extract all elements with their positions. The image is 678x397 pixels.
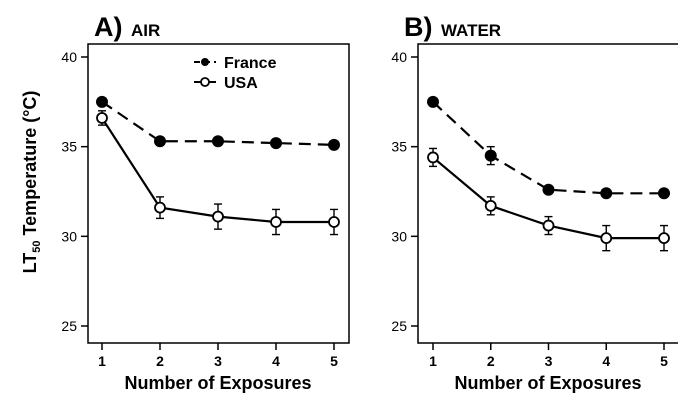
panel-a-y-tick-label: 35 [61,139,77,155]
legend-item-usa: USA [194,75,258,92]
panel-a-x-tick-label: 3 [214,353,222,369]
panel-a-x-tick-label: 4 [272,353,280,369]
panel-a-france-point [154,135,166,148]
panel-a-usa-point [270,216,282,228]
panel-b-france-point [427,95,439,108]
legend-usa-marker [200,77,210,87]
panel-a-x-tick-label: 1 [98,353,106,369]
panel-a-y-tick-label: 25 [61,318,77,334]
panel-a-y-tick-label: 40 [61,49,77,65]
panel-b-x-axis-label: Number of Exposures [454,373,641,393]
panel-b-usa-point [542,219,555,232]
panel-b-x-tick-label: 3 [545,353,553,369]
panel-a-usa-point [154,201,166,214]
panel-b-y-tick-label: 35 [391,139,407,155]
panel-b-y-tick-label: 30 [391,228,407,244]
legend-france-label: France [224,55,277,72]
panel-b-x-tick-label: 1 [429,353,437,369]
panel-a-plot-frame [87,43,350,344]
panel-a-france-point [328,138,340,151]
panel-b-title: WATER [441,21,501,40]
panel-a-heading: A) AIR [94,12,160,42]
panel-a-plot: 25 30 35 40 1 2 3 4 5 [61,43,350,369]
panel-b-france-point [542,183,555,196]
legend-usa-label: USA [224,75,258,92]
legend: France USA [194,55,277,92]
panel-b-france-point [658,187,670,200]
panel-a-x-tick-label: 5 [330,353,338,369]
panel-a-usa-point [212,210,224,223]
panel-b-y-tick-label: 25 [391,318,407,334]
panel-a-usa-point [96,112,108,124]
panel-a-france-point [212,135,224,148]
panel-b-x-tick-label: 2 [487,353,495,369]
panel-b-letter: B) [404,12,433,42]
panel-a-letter: A) [94,12,123,42]
panel-b-heading: B) WATER [404,12,501,42]
panel-b-plot: 25 30 35 40 1 2 3 4 5 [391,43,678,369]
panel-a-x-axis-label: Number of Exposures [124,373,311,393]
panel-a-series-france-line [101,100,335,146]
panel-a-title: AIR [131,21,160,40]
legend-item-france: France [194,55,277,72]
y-axis-label: LT50 Temperature (°C) [20,91,43,274]
panel-a-x-tick-label: 2 [156,353,164,369]
panel-a-usa-point [328,216,340,228]
panel-b-y-tick-label: 40 [391,49,407,65]
panel-b-x-tick-label: 5 [660,353,668,369]
panel-a-france-point [270,137,282,150]
panel-a-y-tick-label: 30 [61,228,77,244]
panel-b-usa-point [658,232,670,245]
panel-b-usa-point [484,199,497,212]
panel-b-series-france-line [432,101,664,195]
panel-b-france-point [600,187,613,200]
panel-b-france-point [484,149,497,162]
panel-b-usa-point [427,151,439,164]
panel-b-usa-point [600,232,613,245]
panel-a-france-point [96,95,108,108]
panel-b-x-tick-label: 4 [602,353,610,369]
legend-france-marker [201,58,209,66]
